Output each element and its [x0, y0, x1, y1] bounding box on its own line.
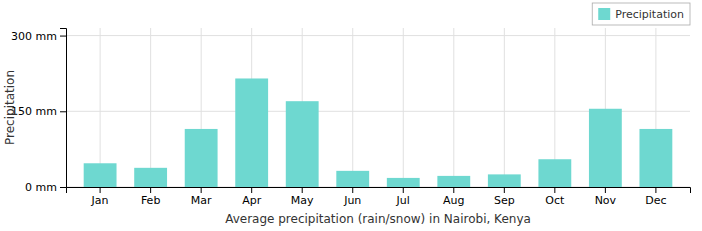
bar — [235, 78, 268, 187]
x-tick-label: May — [291, 194, 314, 207]
x-tick-label: Sep — [494, 194, 515, 207]
x-tick-mark — [655, 187, 656, 193]
x-tick-mark — [352, 187, 353, 193]
x-axis-title: Average precipitation (rain/snow) in Nai… — [225, 212, 531, 226]
bar — [488, 174, 521, 187]
x-tick: Nov — [595, 187, 617, 207]
x-tick: Jan — [91, 187, 109, 207]
y-tick: 300 mm — [11, 30, 66, 43]
bar — [336, 171, 369, 187]
x-tick: Apr — [242, 187, 262, 207]
chart-svg: 0 mm 150 mm 300 mm Jan Feb Mar Apr May Jun Jul Aug… — [0, 0, 702, 231]
x-grid-line — [150, 28, 151, 187]
x-tick-label: Nov — [595, 194, 617, 207]
grid — [66, 28, 690, 187]
x-tick: Jun — [343, 187, 361, 207]
x-tick: Jul — [396, 187, 410, 207]
y-tick-mark — [60, 36, 66, 37]
bar — [589, 109, 622, 187]
x-tick: Dec — [645, 187, 666, 207]
legend: Precipitation — [592, 3, 690, 25]
x-grid-line — [453, 28, 454, 187]
x-tick-label: Jan — [91, 194, 109, 207]
chart-container: 0 mm 150 mm 300 mm Jan Feb Mar Apr May Jun Jul Aug… — [0, 0, 702, 231]
x-tick-label: Oct — [545, 194, 565, 207]
x-tick-label: Jul — [396, 194, 410, 207]
bar — [286, 101, 319, 187]
legend-frame — [592, 3, 690, 25]
y-axis-title: Precipitation — [3, 70, 17, 145]
bars — [84, 78, 673, 187]
x-tick-mark — [605, 187, 606, 193]
x-tick: Sep — [494, 187, 515, 207]
y-tick: 150 mm — [11, 105, 66, 118]
x-axis: Jan Feb Mar Apr May Jun Jul Aug Sep Oct Nov Dec — [67, 187, 691, 207]
y-tick-mark — [60, 111, 66, 112]
x-tick-mark — [403, 187, 404, 193]
x-grid-line — [403, 28, 404, 187]
y-tick-label: 300 mm — [11, 30, 57, 43]
y-tick-mark — [60, 187, 66, 188]
plot-area: 0 mm 150 mm 300 mm Jan Feb Mar Apr May Jun Jul Aug… — [11, 28, 690, 207]
x-tick: Oct — [545, 187, 565, 207]
bar — [84, 163, 117, 187]
y-axis-line — [60, 29, 67, 188]
y-tick: 0 mm — [25, 181, 66, 194]
x-tick-label: Dec — [645, 194, 666, 207]
bar — [185, 129, 218, 187]
x-grid-line — [352, 28, 353, 187]
x-tick-mark — [251, 187, 252, 193]
x-axis-line — [67, 188, 691, 194]
legend-label: Precipitation — [615, 8, 684, 21]
x-tick-mark — [150, 187, 151, 193]
y-grid-line — [66, 35, 690, 36]
x-tick-mark — [554, 187, 555, 193]
x-tick: Aug — [443, 187, 464, 207]
x-grid-line — [100, 28, 101, 187]
bar — [538, 159, 571, 187]
bar — [387, 178, 420, 187]
x-tick-label: Feb — [141, 194, 160, 207]
x-tick-label: Jun — [343, 194, 361, 207]
bar — [134, 168, 167, 187]
x-tick-mark — [201, 187, 202, 193]
x-tick-mark — [453, 187, 454, 193]
y-axis: 0 mm 150 mm 300 mm — [11, 29, 66, 195]
x-tick-label: Mar — [191, 194, 212, 207]
x-tick: May — [291, 187, 314, 207]
bar — [639, 129, 672, 187]
x-grid-line — [504, 28, 505, 187]
x-tick-label: Aug — [443, 194, 464, 207]
x-tick-label: Apr — [242, 194, 262, 207]
x-tick: Mar — [191, 187, 212, 207]
y-tick-label: 150 mm — [11, 105, 57, 118]
legend-swatch — [598, 8, 610, 20]
x-tick-mark — [100, 187, 101, 193]
x-tick-mark — [302, 187, 303, 193]
x-tick-mark — [504, 187, 505, 193]
y-tick-label: 0 mm — [25, 181, 57, 194]
x-tick: Feb — [141, 187, 160, 207]
bar — [437, 176, 470, 187]
